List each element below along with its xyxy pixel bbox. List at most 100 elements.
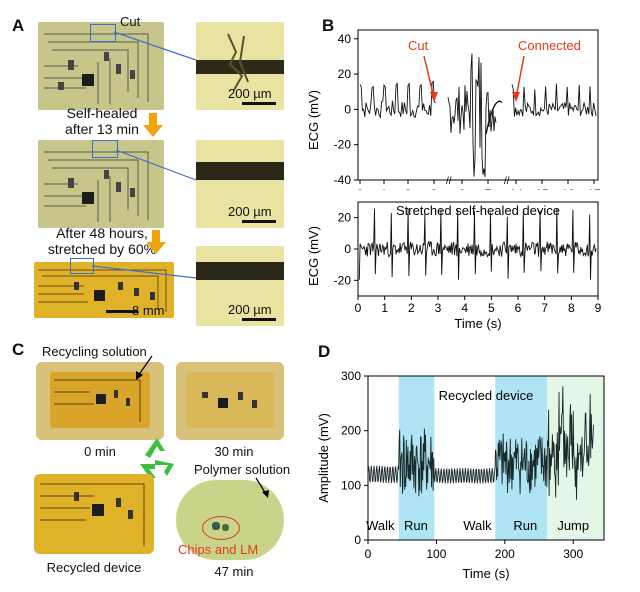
time-30min: 30 min [214,444,254,459]
b1-connected-arrow [515,55,525,99]
d-phase-jump: Jump [557,518,589,533]
b1-ytick-label: -40 [334,173,352,187]
d-ytick-label: 100 [341,478,361,492]
b1-frame [357,29,599,181]
zoom-stretched-scale-label: 200 µm [228,302,272,317]
board-scale-label: 8 mm [132,303,165,318]
b1-ytick-label: 40 [338,32,352,46]
b1-xtick-label: 16 [561,187,575,190]
d-xtick-label: 100 [426,547,446,561]
d-title: Recycled device [439,388,534,403]
cut-marker-box [90,24,116,42]
stretched-marker-box [70,258,94,274]
panel-d-letter: D [318,342,331,361]
d-phase-run: Run [513,518,537,533]
b2-title: Stretched self-healed device [396,203,560,218]
b1-xtick-label: 17 [587,187,601,190]
dish-47-pointer [255,477,269,498]
d-xtick-label: 300 [563,547,583,561]
dish-0-pointer [136,355,153,380]
healed-marker-box [92,140,118,158]
b2-ytick-label: -20 [334,273,352,287]
crack-mark [227,33,249,91]
zoom-cut-scale-label: 200 µm [228,86,272,101]
zoom-healed-scale-label: 200 µm [228,204,272,219]
d-xtick-label: 200 [495,547,515,561]
b2-xtick-label: 1 [381,301,388,315]
time-47min: 47 min [214,564,254,579]
b1-cut-arrow [423,55,435,99]
recycle-icon [140,438,174,478]
d-series [367,386,594,500]
b1-connected-arrowhead [512,92,520,102]
d-phase-run: Run [404,518,428,533]
b2-ytick-label: 0 [344,242,351,256]
b1-xtick-label: 15 [535,187,549,190]
panel-c-letter: C [12,340,25,359]
d-phase-walk: Walk [463,518,492,533]
b2-xtick-label: 6 [515,301,522,315]
b1-xtick-label: 3 [431,187,438,190]
b1-ytick-label: 0 [344,102,351,116]
b1-xtick-label: 14 [509,187,523,190]
d-frame [367,375,605,541]
b1-cut-annotation: Cut [408,38,429,53]
dish-0-circuit [54,379,141,422]
down-arrow-2 [146,230,166,254]
dish-30min [176,362,284,440]
chips-circle [202,516,240,540]
down-arrow-1 [143,113,163,137]
step-self-healed-line1: Self-healed [66,105,138,121]
b1-xtick-label: 2 [405,187,412,190]
b2-xtick-label: 2 [408,301,415,315]
b1-ytick-label: 20 [338,67,352,81]
step-stretched-line1: After 48 hours, [56,225,148,241]
zoom-healed: 200 µm [196,140,284,228]
b2-xtick-label: 7 [541,301,548,315]
polymer-solution-label: Polymer solution [194,462,291,477]
b1-xtick-label: 0 [357,187,364,190]
d-ytick-label: 300 [341,369,361,383]
b1-series-seg3 [511,83,597,117]
chart-amplitude: Amplitude (mV) 0 100 200 300 0 100 200 300 Rec… [316,369,605,581]
cut-label: Cut [120,14,141,29]
b1-xtick-label: 1 [381,187,388,190]
dish-30-circuit [202,392,257,408]
b1-xtick-label: 7 [485,187,492,190]
d-phase-walk: Walk [366,518,395,533]
b2-xtick-label: 3 [435,301,442,315]
board-photo-healed [38,140,164,228]
d-ylabel: Amplitude (mV) [316,413,331,503]
b1-series-seg2 [447,53,497,178]
d-xlabel: Time (s) [462,566,509,581]
b1-axis-break-1: // [446,176,452,187]
b2-ytick-label: 20 [338,211,352,225]
zoom-cut: 200 µm [196,22,284,110]
recycling-solution-label: Recycling solution [42,344,147,359]
dish-recycled-device [34,474,154,554]
b1-series-seg1 [359,80,436,120]
board-scale-bar [106,310,138,313]
b2-xtick-label: 5 [488,301,495,315]
panel-b-letter: B [322,16,335,35]
b1-series-wave [485,100,503,135]
b2-series [358,208,597,280]
d-ytick-label: 0 [354,533,361,547]
dish-0min [36,362,164,440]
recycled-device-label: Recycled device [46,560,142,575]
zoom-stretched: 200 µm [196,246,284,326]
b1-xtick-label: 6 [459,187,466,190]
b2-xtick-label: 4 [461,301,468,315]
time-0min: 0 min [84,444,116,459]
panel-a-letter: A [12,16,25,35]
step-stretched-line2: stretched by 60% [47,241,157,257]
b1-ylabel: ECG (mV) [306,90,321,150]
chart-ecg-stretched: ECG (mV) Stretched self-healed device -2… [306,201,602,331]
b2-xlabel: Time (s) [454,316,501,331]
b2-xtick-label: 9 [595,301,602,315]
b1-connected-annotation: Connected [518,38,581,53]
b1-axis-break-2: // [504,176,510,187]
d-ytick-label: 200 [341,424,361,438]
recycled-circuit [40,483,145,546]
b2-ylabel: ECG (mV) [306,226,321,286]
